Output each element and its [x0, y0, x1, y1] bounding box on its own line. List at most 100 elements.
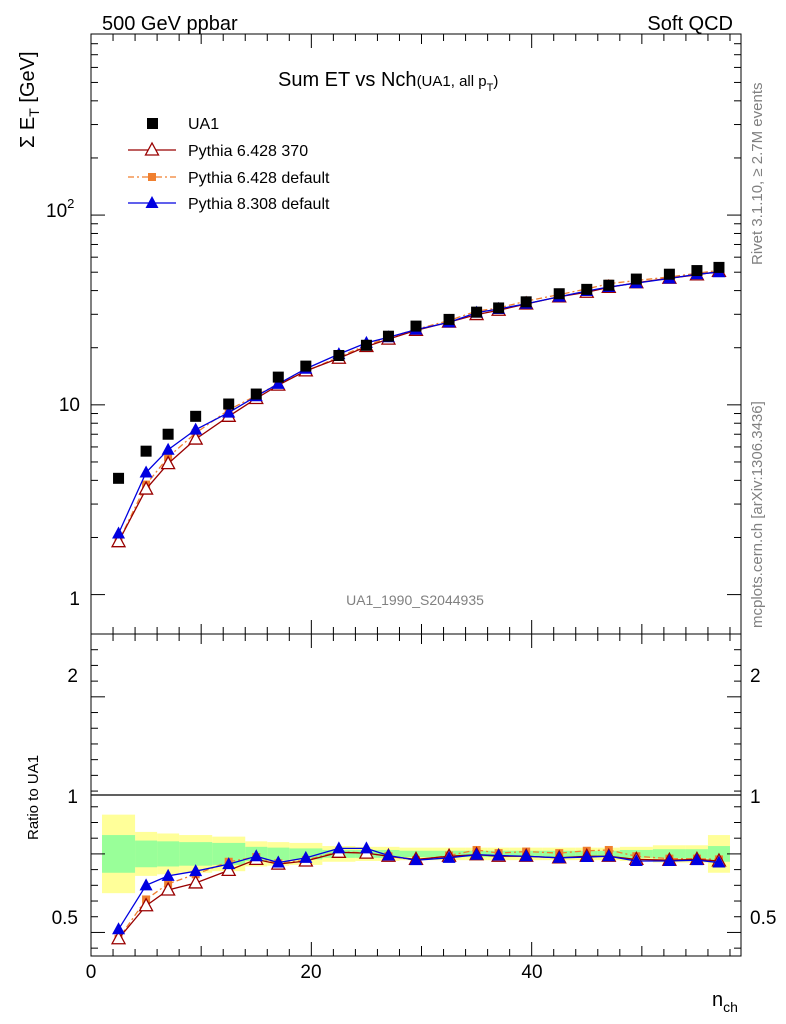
- data-point-pythia-6-428-370: [138, 480, 154, 495]
- ratio-point-pythia-8-308-default: [492, 848, 506, 861]
- header-left: 500 GeV ppbar: [102, 13, 238, 35]
- ratio-point-pythia-8-308-default: [222, 857, 236, 870]
- analysis-id-watermark: UA1_1990_S2044935: [346, 592, 484, 608]
- data-point-ua1: [663, 268, 675, 280]
- legend-entry-pythia6-370: Pythia 6.428 370: [128, 141, 308, 160]
- top-y-axis-label-main: Σ E: [17, 117, 39, 148]
- ratio-point-pythia-8-308-default: [690, 853, 704, 866]
- ratio-point-pythia-8-308-default: [470, 847, 484, 860]
- data-point-ua1: [382, 330, 394, 342]
- legend-marker-pythia6-370: [144, 141, 160, 156]
- ratio-point-pythia-6-428-370: [188, 874, 204, 889]
- ratio-point-pythia-8-308-default: [299, 850, 313, 863]
- ratio-point-pythia-8-308-default: [629, 853, 643, 866]
- data-point-ua1: [410, 320, 422, 332]
- legend-entry-pythia8-default: Pythia 8.308 default: [128, 196, 330, 213]
- ratio-ytick-label-2-left: 2: [67, 666, 78, 687]
- data-point-ua1: [250, 388, 262, 400]
- xtick-label-40: 40: [521, 962, 542, 983]
- data-point-pythia-6-428-370: [188, 430, 204, 445]
- top-ytick-label-100-base: 10: [46, 201, 67, 222]
- data-point-pythia-8-308-default: [271, 376, 285, 389]
- ratio-ytick-label-0.5-left: 0.5: [52, 908, 78, 929]
- data-point-ua1: [300, 360, 312, 372]
- top-ytick-label-1: 1: [69, 589, 80, 610]
- ratio-band-green: [102, 835, 136, 873]
- data-point-ua1: [162, 428, 174, 440]
- data-point-ua1: [223, 398, 235, 410]
- ratio-point-pythia-8-308-default: [139, 878, 153, 891]
- ratio-band-green: [267, 847, 290, 861]
- data-point-ua1: [520, 296, 532, 308]
- ratio-point-pythia-6-428-370: [221, 862, 237, 877]
- data-point-ua1: [190, 410, 202, 422]
- ratio-y-axis-label: Ratio to UA1: [25, 755, 42, 840]
- x-axis-label-sub: ch: [723, 999, 738, 1015]
- ratio-point-pythia-8-308-default: [161, 868, 175, 881]
- data-point-pythia-6-428-370: [160, 455, 176, 470]
- chart-title-sub: T: [487, 82, 494, 94]
- x-axis-label-main: n: [712, 989, 723, 1011]
- data-point-ua1: [272, 371, 284, 383]
- legend: UA1 Pythia 6.428 370 Pythia 6.428 defaul…: [128, 116, 330, 213]
- data-point-ua1: [691, 265, 703, 277]
- data-point-ua1: [493, 302, 505, 314]
- legend-label-pythia6-370: Pythia 6.428 370: [188, 143, 308, 160]
- x-axis-label: nch: [712, 989, 738, 1015]
- data-point-ua1: [603, 279, 615, 291]
- legend-entry-ua1: UA1: [147, 116, 219, 133]
- data-point-pythia-8-308-default: [112, 526, 126, 539]
- chart-title: Sum ET vs Nch(UA1, all pT): [278, 69, 498, 94]
- ratio-point-pythia-8-308-default: [271, 855, 285, 868]
- ratio-point-pythia-8-308-default: [519, 849, 533, 862]
- legend-label-pythia8-default: Pythia 8.308 default: [188, 196, 330, 213]
- ratio-point-pythia-8-308-default: [580, 850, 594, 863]
- ratio-axis-ticks: [90, 634, 741, 956]
- legend-label-ua1: UA1: [188, 116, 219, 133]
- ratio-point-pythia-8-308-default: [712, 855, 726, 868]
- ratio-point-pythia-8-308-default: [332, 841, 346, 854]
- chart-title-main: Sum ET vs Nch: [278, 69, 417, 91]
- top-y-axis-label-sub: T: [26, 108, 42, 117]
- ratio-plot-frame: [90, 633, 742, 957]
- ratio-band-green: [179, 842, 213, 866]
- ratio-point-pythia-8-308-default: [442, 850, 456, 863]
- legend-marker-pythia8-default: [145, 196, 159, 208]
- data-point-pythia-6-428-370: [110, 533, 127, 548]
- top-ytick-label-10: 10: [59, 395, 80, 416]
- data-point-ua1: [553, 288, 565, 300]
- top-y-axis-label: Σ ET [GeV]: [17, 51, 42, 148]
- data-point-ua1: [630, 273, 642, 285]
- data-point-pythia-8-308-default: [189, 422, 203, 435]
- top-axis-ticks: [90, 33, 741, 634]
- data-point-ua1: [713, 261, 725, 273]
- data-point-ua1: [443, 313, 455, 325]
- ratio-ytick-label-1-right: 1: [750, 787, 761, 808]
- data-point-ua1: [581, 283, 593, 295]
- ratio-point-pythia-8-308-default: [381, 848, 395, 861]
- ratio-band-green: [212, 842, 246, 865]
- mcplots-credit-text: mcplots.cern.ch [arXiv:1306.3436]: [749, 401, 766, 628]
- ratio-ytick-label-2-right: 2: [750, 666, 761, 687]
- ratio-point-pythia-8-308-default: [359, 841, 373, 854]
- data-point-ua1: [471, 306, 483, 318]
- chart-title-close: ): [493, 73, 498, 90]
- ratio-ytick-label-1-left: 1: [67, 787, 78, 808]
- chart-title-suffix: (UA1, all p: [417, 73, 487, 90]
- ratio-band-green: [135, 840, 158, 868]
- top-y-axis-label-unit: [GeV]: [17, 51, 39, 108]
- top-ytick-label-100-exp: 2: [67, 196, 74, 211]
- rivet-version-text: Rivet 3.1.10, ≥ 2.7M events: [749, 83, 766, 266]
- ratio-point-pythia-8-308-default: [409, 853, 423, 866]
- data-point-ua1: [113, 472, 125, 484]
- data-point-ua1: [140, 445, 152, 457]
- data-point-pythia-8-308-default: [161, 442, 175, 455]
- ratio-point-pythia-8-308-default: [602, 849, 616, 862]
- xtick-label-20: 20: [300, 962, 321, 983]
- legend-label-pythia6-default: Pythia 6.428 default: [188, 170, 330, 187]
- ratio-series-layer: [110, 841, 727, 945]
- legend-entry-pythia6-default: Pythia 6.428 default: [128, 170, 330, 187]
- data-point-pythia-8-308-default: [139, 465, 153, 478]
- data-point-pythia-8-308-default: [222, 405, 236, 418]
